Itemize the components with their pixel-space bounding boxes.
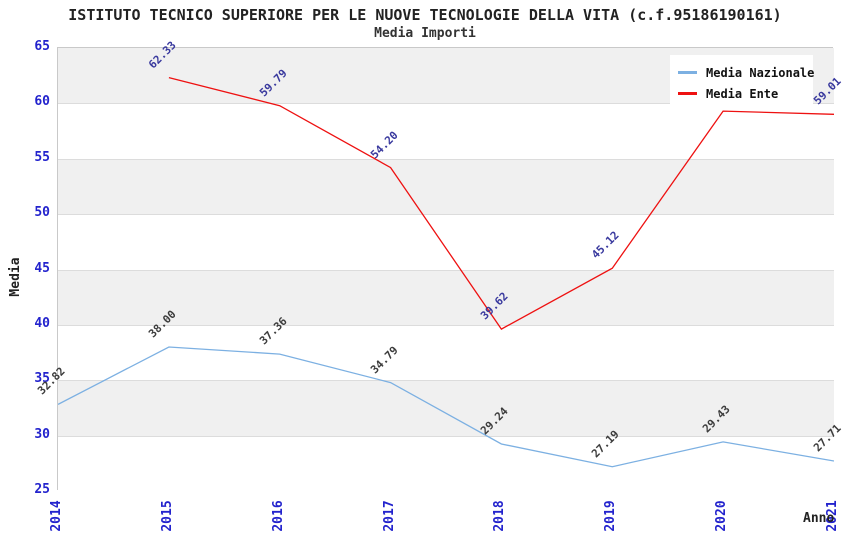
x-tick-label: 2016 (270, 500, 286, 532)
legend-label: Media Ente (706, 86, 779, 101)
y-tick-label: 30 (34, 426, 50, 442)
series-lines (58, 76, 834, 468)
series-line-media-nazionale (58, 346, 834, 468)
plot-band (58, 380, 834, 436)
plot-band (58, 214, 834, 270)
plot-band (58, 269, 834, 325)
gridline (58, 158, 834, 160)
plot-band (58, 103, 834, 159)
chart-title: ISTITUTO TECNICO SUPERIORE PER LE NUOVE … (68, 6, 782, 24)
gridline (58, 269, 834, 271)
y-tick-label: 60 (34, 94, 50, 110)
legend-line-swatch-red (678, 92, 697, 95)
plot-band (58, 324, 834, 381)
plot-area (57, 47, 834, 491)
x-axis-title: Anno (803, 511, 835, 526)
gridline (58, 380, 834, 382)
gridline (58, 103, 834, 105)
chart-subtitle: Media Importi (374, 26, 476, 41)
series-line-media-ente (168, 76, 834, 330)
y-tick-label: 45 (34, 260, 50, 276)
y-axis-title: Media (8, 257, 23, 297)
gridline (58, 214, 834, 216)
x-tick-label: 2015 (159, 500, 175, 532)
y-tick-label: 50 (34, 205, 50, 221)
x-tick-label: 2018 (492, 500, 508, 532)
gridline (58, 324, 834, 326)
x-tick-label: 2014 (49, 500, 64, 532)
y-tick-label: 35 (34, 371, 50, 387)
plot-band (58, 435, 834, 491)
x-tick-label: 2017 (381, 500, 397, 532)
plot-band (58, 158, 834, 215)
y-tick-label: 40 (34, 315, 50, 331)
y-tick-label: 65 (34, 39, 50, 54)
legend: Media Nazionale Media Ente (670, 55, 814, 110)
legend-item-media-nazionale: Media Nazionale (678, 62, 814, 83)
gridline (58, 435, 834, 437)
y-tick-label: 55 (34, 149, 50, 165)
x-tick-label: 2019 (603, 500, 619, 532)
legend-line-swatch-blue (678, 71, 697, 74)
legend-item-media-ente: Media Ente (678, 83, 805, 104)
y-tick-label: 25 (34, 482, 50, 497)
legend-label: Media Nazionale (706, 65, 815, 80)
x-tick-label: 2020 (714, 500, 730, 532)
